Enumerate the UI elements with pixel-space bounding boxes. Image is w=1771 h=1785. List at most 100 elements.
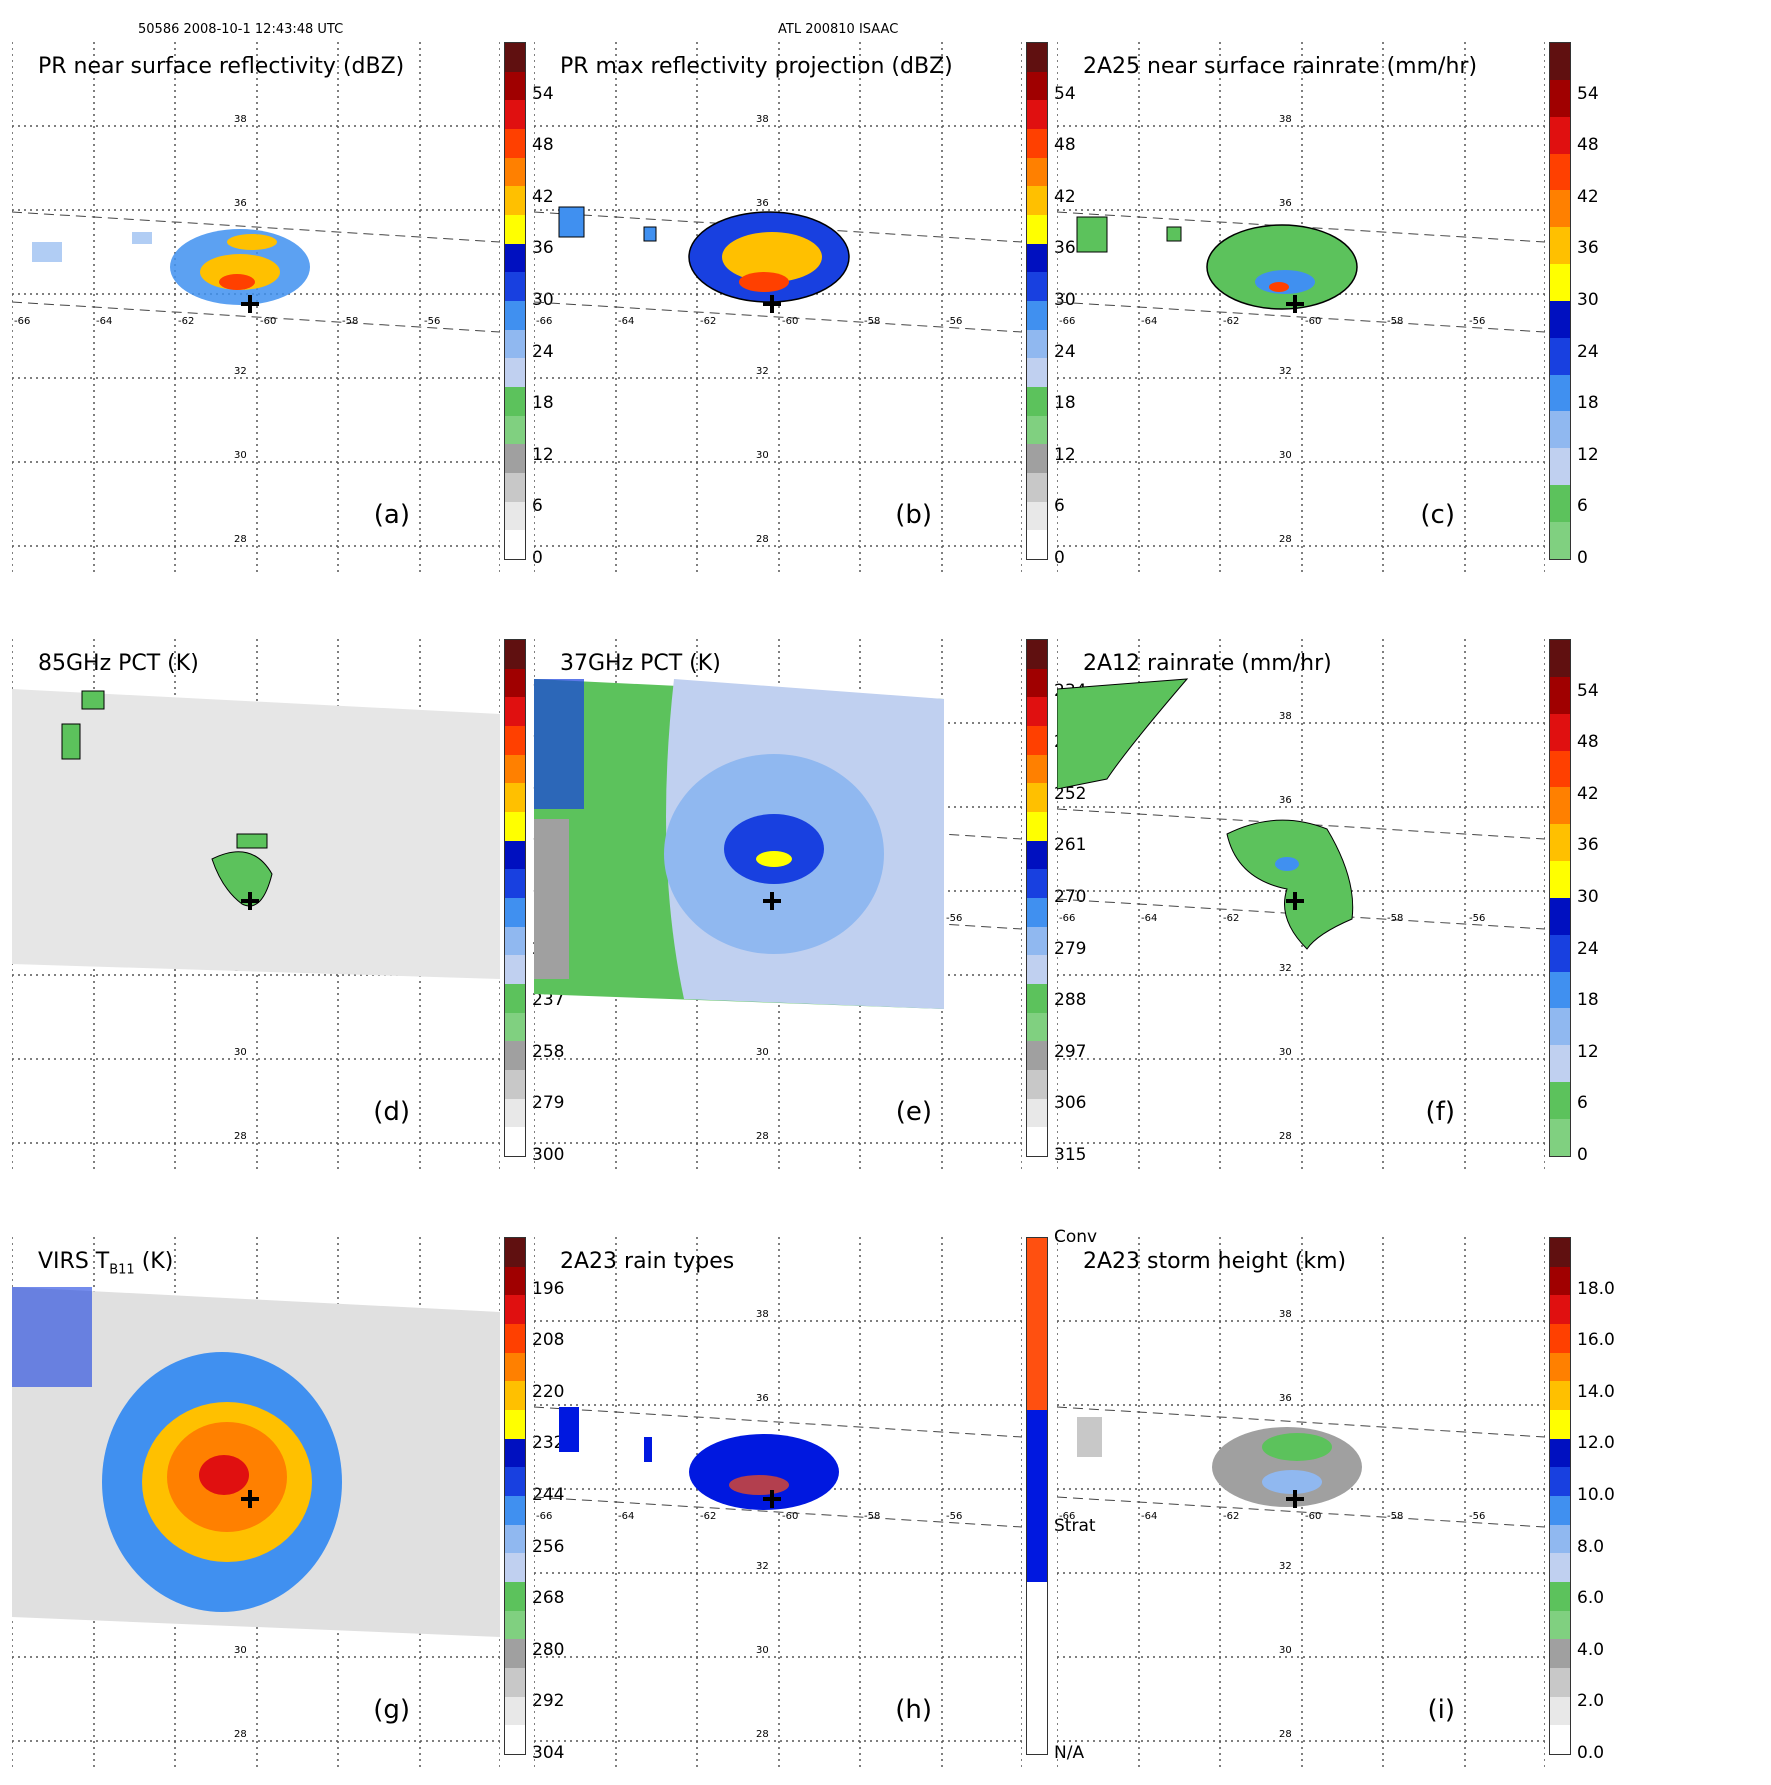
colorbar-tick-label: 48 — [1577, 135, 1599, 156]
colorbar-segment — [505, 697, 525, 726]
colorbar-segment — [505, 1409, 525, 1439]
colorbar-segment — [1027, 869, 1047, 898]
colorbar-tick-label: 36 — [1577, 238, 1599, 259]
colorbar-tick-label: 306 — [1054, 1093, 1087, 1114]
storm-center-marker — [763, 295, 781, 313]
colorbar-segment — [505, 983, 525, 1013]
colorbar-segment — [505, 1553, 525, 1582]
colorbar-segment — [1550, 1696, 1570, 1726]
lon-label: -64 — [1141, 1511, 1157, 1522]
panel-title: PR max reflectivity projection (dBZ) — [560, 54, 953, 79]
colorbar-segment — [1550, 824, 1570, 862]
colorbar-segment — [505, 668, 525, 698]
colorbar-segment — [1027, 272, 1047, 301]
map-area: 383634323028-66-64-62-60-58-56 2A23 stor… — [1057, 1237, 1545, 1767]
colorbar-tick-label: 24 — [1054, 341, 1076, 362]
colorbar-segment — [505, 329, 525, 359]
colorbar — [504, 1237, 526, 1755]
lat-label: 36 — [1279, 795, 1292, 806]
colorbar-segment — [1027, 897, 1047, 927]
panel-g: 383634323028-66-64-62-60-58-56 VIRS TB11… — [0, 1225, 564, 1785]
colorbar-segment — [1027, 640, 1047, 669]
colorbar-tick-label: 256 — [532, 1536, 565, 1557]
lat-label: 36 — [756, 198, 769, 209]
colorbar-tick-label: 196 — [532, 1278, 565, 1299]
map-area: 383634323028-66-64-62-60-58-56 2A25 near… — [1057, 42, 1545, 572]
colorbar-segment — [505, 1352, 525, 1382]
lon-label: -58 — [864, 1511, 880, 1522]
swath-edge — [534, 1406, 1022, 1438]
panel-f: 383634323028-66-64-62-60-58-56 2A12 rain… — [1045, 627, 1605, 1187]
field-image — [1076, 216, 1358, 313]
colorbar-tick-label: 30 — [1054, 290, 1076, 310]
colorbar-tick-label: 42 — [1054, 186, 1076, 207]
colorbar-segment — [505, 926, 525, 956]
colorbar-tick-label: 30 — [1577, 887, 1599, 907]
panel-title: PR near surface reflectivity (dBZ) — [38, 54, 405, 79]
swath-edge — [12, 211, 500, 243]
colorbar-segment — [1550, 1381, 1570, 1410]
colorbar-tick-label: 220 — [532, 1381, 565, 1402]
colorbar — [1549, 639, 1571, 1157]
colorbar-segment — [505, 869, 525, 898]
panel-e: 383634323028-66-64-62-60-58-56 37GHz PCT… — [522, 627, 1086, 1187]
colorbar-segment — [505, 897, 525, 927]
lon-label: -64 — [96, 316, 112, 327]
colorbar-segment — [505, 783, 525, 812]
map-area: 383634323028-66-64-62-60-58-56 PR max re… — [534, 42, 1022, 572]
map-area: 383634323028-66-64-62-60-58-56 VIRS TB11… — [12, 1237, 500, 1767]
colorbar-segment — [1550, 713, 1570, 751]
colorbar — [504, 42, 526, 560]
colorbar-tick-label: 280 — [532, 1639, 565, 1660]
lat-label: 36 — [756, 1393, 769, 1404]
colorbar-segment — [1550, 374, 1570, 412]
colorbar-tick-label: 279 — [1054, 938, 1087, 959]
lat-label: 38 — [756, 1309, 769, 1320]
colorbar-tick-label: 54 — [532, 83, 554, 104]
colorbar-tick-label: N/A — [1054, 1743, 1085, 1763]
colorbar-tick-label: 0.0 — [1577, 1743, 1605, 1763]
colorbar-segment — [1550, 640, 1570, 677]
colorbar-tick-label: 258 — [532, 1041, 565, 1062]
panel-letter: (g) — [373, 1695, 410, 1725]
colorbar-segment — [1027, 1127, 1047, 1156]
colorbar-tick-label: 12.0 — [1577, 1433, 1615, 1454]
colorbar-segment — [1027, 415, 1047, 445]
panel-title: 2A23 storm height (km) — [1083, 1249, 1347, 1274]
panel-title: VIRS TB11 (K) — [38, 1249, 174, 1278]
colorbar-segment — [1550, 676, 1570, 714]
colorbar-segment — [505, 243, 525, 273]
storm-center-marker — [241, 1490, 259, 1508]
colorbar-segment — [1027, 329, 1047, 359]
colorbar-tick-label: 54 — [1577, 680, 1599, 701]
lat-label: 36 — [1279, 1393, 1292, 1404]
lon-label: -62 — [1223, 316, 1239, 327]
colorbar-tick-label: 252 — [1054, 783, 1087, 804]
colorbar-segment — [505, 300, 525, 330]
lon-label: -58 — [1387, 1511, 1403, 1522]
map-area: 383634323028-66-64-62-60-58-56 37GHz PCT… — [534, 639, 1022, 1169]
colorbar-segment — [505, 1238, 525, 1267]
colorbar-segment — [1550, 79, 1570, 117]
colorbar-ticks: 0 6 12 18 24 30 36 42 48 54 — [1577, 627, 1637, 1187]
lat-label: 36 — [1279, 198, 1292, 209]
colorbar-segment — [505, 640, 525, 669]
lon-label: -56 — [1469, 1511, 1485, 1522]
colorbar-segment — [1550, 1495, 1570, 1525]
colorbar-segment — [505, 754, 525, 784]
colorbar-segment — [505, 1069, 525, 1099]
colorbar-tick-label: 6 — [1577, 496, 1588, 517]
colorbar-segment — [505, 71, 525, 101]
colorbar-tick-label: 14.0 — [1577, 1381, 1615, 1402]
colorbar-tick-label: 268 — [532, 1588, 565, 1609]
colorbar-segment — [505, 530, 525, 559]
field-image — [32, 229, 310, 313]
lat-label: 30 — [756, 450, 769, 461]
lat-label: 28 — [234, 1131, 247, 1142]
colorbar-tick-label: 12 — [1577, 1041, 1599, 1062]
colorbar-tick-label: Strat — [1054, 1515, 1096, 1536]
colorbar-segment — [1027, 157, 1047, 187]
colorbar-tick-label: 42 — [1577, 186, 1599, 207]
lat-label: 30 — [1279, 450, 1292, 461]
lon-label: -56 — [946, 1511, 962, 1522]
